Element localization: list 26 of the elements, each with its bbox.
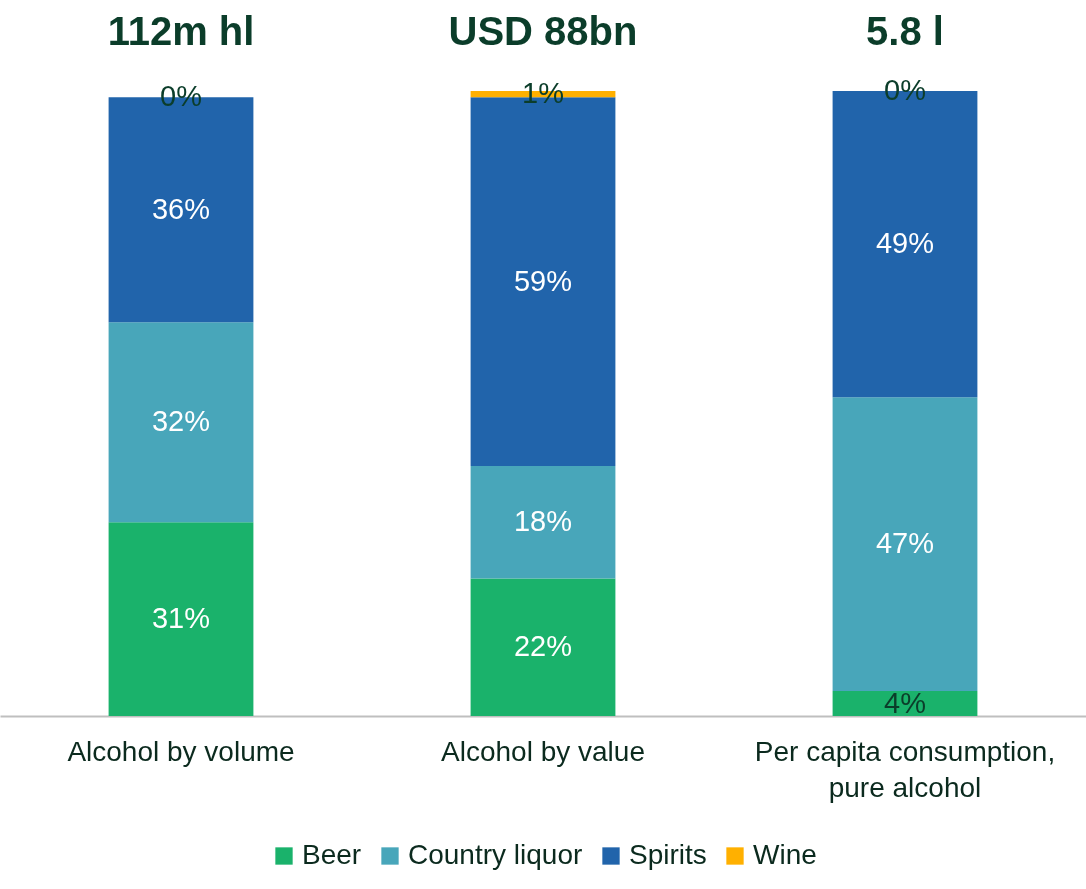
data-label: 22% <box>513 630 573 663</box>
data-label: 59% <box>513 264 573 297</box>
bar <box>470 578 616 716</box>
data-label: 18% <box>513 505 573 538</box>
text: USD 88bn <box>448 9 638 53</box>
x-tick-label: Per capita consumption, pure alcohol <box>754 735 1056 803</box>
legend-label: Beer <box>302 839 362 870</box>
data-label: 36% <box>151 192 211 225</box>
bar <box>832 397 978 691</box>
data-label: 32% <box>151 405 211 438</box>
legend-label: Wine <box>753 839 817 870</box>
bar <box>108 322 254 523</box>
x-tick-label: Alcohol by volume <box>67 735 295 767</box>
bar <box>108 522 254 716</box>
legend-label: Country liquor <box>408 839 583 870</box>
legend-label: Spirits <box>629 839 707 870</box>
data-label: 47% <box>875 527 935 560</box>
data-label: 49% <box>875 227 935 260</box>
text: 112m hl <box>107 9 255 53</box>
bar <box>470 466 616 579</box>
data-label: 0% <box>884 74 926 106</box>
text: 5.8 l <box>866 9 944 53</box>
data-label: 1% <box>522 77 564 110</box>
data-label: 31% <box>151 602 211 635</box>
data-label: 4% <box>884 686 926 719</box>
x-tick-label: Alcohol by value <box>441 735 645 767</box>
